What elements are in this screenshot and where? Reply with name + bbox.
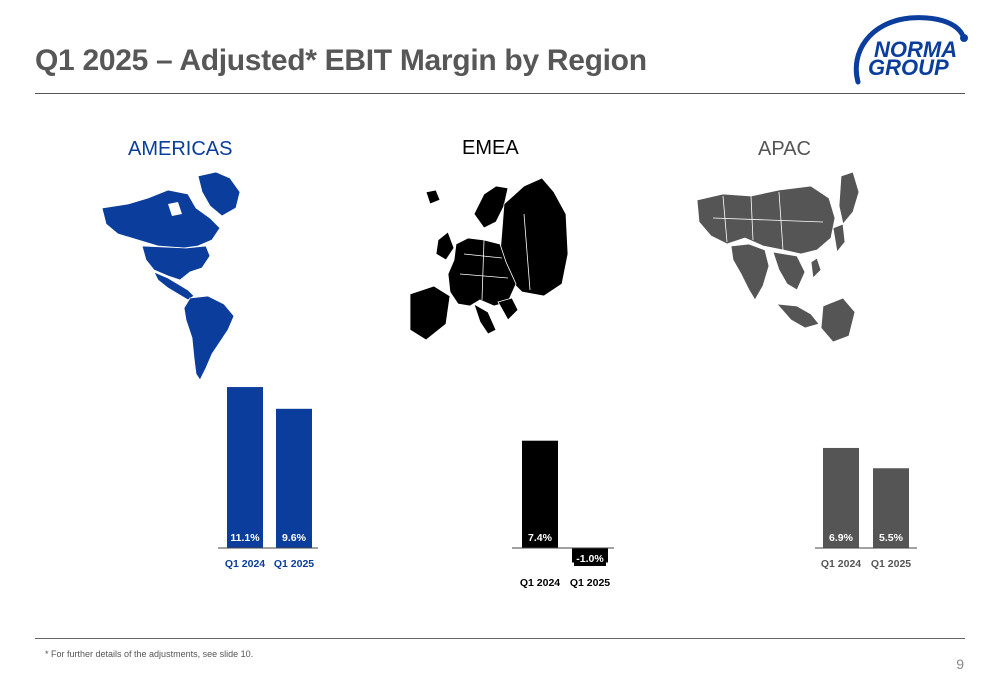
category-label-apac-1: Q1 2025: [871, 558, 911, 570]
asia-map-icon: [696, 171, 860, 343]
bar-emea-0: [522, 440, 558, 548]
bar-value-label-americas-0: 11.1%: [230, 532, 260, 544]
category-label-emea-1: Q1 2025: [570, 577, 610, 589]
bar-americas-1: [276, 408, 312, 548]
europe-map-icon: [409, 177, 569, 341]
title-divider: [35, 93, 965, 94]
bar-value-label-apac-1: 5.5%: [879, 532, 904, 544]
ebit-margin-bar-charts: 11.1% 9.6% Q1 2024 Q1 2025 7.4% -1.0% Q1 2024 Q…: [218, 387, 917, 589]
region-title-emea: EMEA: [462, 137, 519, 159]
category-label-apac-0: Q1 2024: [821, 558, 861, 570]
bar-value-label-apac-0: 6.9%: [829, 532, 854, 544]
logo-line1: NORMA: [874, 37, 957, 62]
bar-value-label-americas-1: 9.6%: [282, 532, 307, 544]
category-label-americas-1: Q1 2025: [274, 558, 314, 570]
category-label-emea-0: Q1 2024: [520, 577, 560, 589]
region-title-americas: AMERICAS: [128, 138, 233, 160]
bar-americas-0: [227, 387, 263, 548]
footnote: * For further details of the adjustments…: [45, 649, 254, 659]
bar-apac-0: [823, 447, 859, 548]
bar-apac-1: [873, 468, 909, 548]
page-title: Q1 2025 – Adjusted* EBIT Margin by Regio…: [35, 44, 647, 77]
region-title-apac: APAC: [758, 138, 811, 160]
page-number: 9: [956, 656, 964, 672]
norma-group-logo: NORMA GROUP: [853, 15, 968, 85]
category-label-americas-0: Q1 2024: [225, 558, 265, 570]
bar-value-label-emea-1: -1.0%: [576, 553, 604, 565]
americas-map-icon: [101, 171, 241, 381]
logo-line2: GROUP: [868, 55, 949, 80]
bar-label-bg-emea-1: [574, 551, 606, 566]
bar-value-label-emea-0: 7.4%: [528, 532, 553, 544]
footer-divider: [35, 638, 965, 639]
